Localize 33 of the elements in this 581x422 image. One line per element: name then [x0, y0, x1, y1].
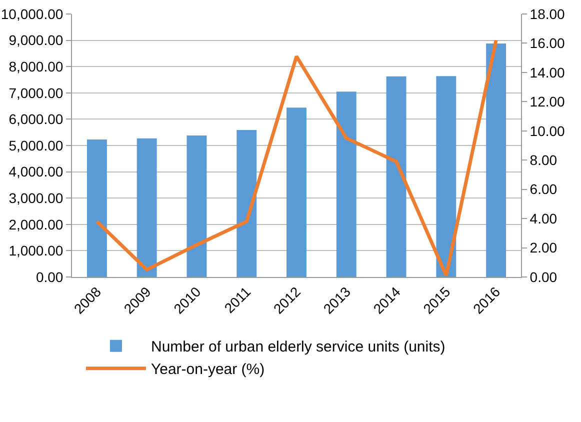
y-tick-label: 7,000.00 [8, 84, 64, 101]
bar [186, 136, 207, 277]
y-tick-label: 1,000.00 [8, 242, 64, 259]
bar [436, 76, 456, 277]
y2-tick-label: 0.00 [530, 268, 558, 285]
y2-tick-label: 6.00 [530, 181, 558, 198]
y2-tick-label: 2.00 [530, 240, 558, 256]
y-tick-label: 4,000.00 [8, 164, 64, 180]
y-tick-label: 6,000.00 [8, 111, 64, 128]
y-tick-label: 2,000.00 [8, 216, 64, 232]
y-tick-label: 5,000.00 [8, 137, 64, 154]
bar [286, 108, 306, 277]
legend-label: Year-on-year (%) [150, 361, 265, 378]
bar [236, 130, 257, 277]
y-tick-label: 8,000.00 [8, 58, 64, 74]
y2-tick-label: 12.00 [530, 94, 566, 110]
bar [486, 43, 506, 277]
y2-tick-label: 18.00 [530, 6, 566, 22]
y-tick-label: 9,000.00 [8, 32, 64, 48]
line-series [95, 38, 498, 277]
bar [86, 139, 107, 277]
legend-label: Number of urban elderly service units (units) [150, 338, 446, 356]
y2-tick-label: 8.00 [530, 152, 558, 168]
y-tick-label: 0.00 [36, 268, 64, 285]
y2-tick-label: 16.00 [530, 35, 566, 52]
bar [336, 92, 356, 277]
y-tick-label: 3,000.00 [8, 190, 64, 206]
y2-tick-label: 14.00 [530, 64, 566, 80]
y2-tick-label: 4.00 [530, 210, 558, 226]
y-tick-label: 10,000.00 [0, 6, 64, 22]
bar [136, 138, 157, 277]
y2-tick-label: 10.00 [530, 122, 566, 139]
bar [386, 76, 406, 277]
